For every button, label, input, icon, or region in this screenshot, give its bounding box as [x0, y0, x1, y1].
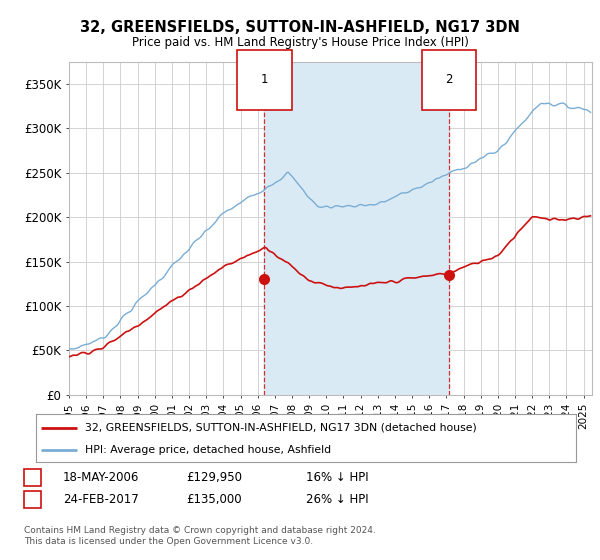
- Text: £129,950: £129,950: [186, 470, 242, 484]
- Text: Contains HM Land Registry data © Crown copyright and database right 2024.
This d: Contains HM Land Registry data © Crown c…: [24, 526, 376, 546]
- Text: 2: 2: [445, 73, 453, 86]
- Text: 2: 2: [29, 493, 36, 506]
- Text: 16% ↓ HPI: 16% ↓ HPI: [306, 470, 368, 484]
- Text: 32, GREENSFIELDS, SUTTON-IN-ASHFIELD, NG17 3DN (detached house): 32, GREENSFIELDS, SUTTON-IN-ASHFIELD, NG…: [85, 423, 476, 433]
- Text: 26% ↓ HPI: 26% ↓ HPI: [306, 493, 368, 506]
- Text: 1: 1: [29, 470, 36, 484]
- Text: Price paid vs. HM Land Registry's House Price Index (HPI): Price paid vs. HM Land Registry's House …: [131, 36, 469, 49]
- Text: £135,000: £135,000: [186, 493, 242, 506]
- Text: 1: 1: [260, 73, 268, 86]
- Bar: [264, 62, 449, 395]
- Text: 18-MAY-2006: 18-MAY-2006: [63, 470, 139, 484]
- Text: 32, GREENSFIELDS, SUTTON-IN-ASHFIELD, NG17 3DN: 32, GREENSFIELDS, SUTTON-IN-ASHFIELD, NG…: [80, 20, 520, 35]
- Text: HPI: Average price, detached house, Ashfield: HPI: Average price, detached house, Ashf…: [85, 445, 331, 455]
- Text: 24-FEB-2017: 24-FEB-2017: [63, 493, 139, 506]
